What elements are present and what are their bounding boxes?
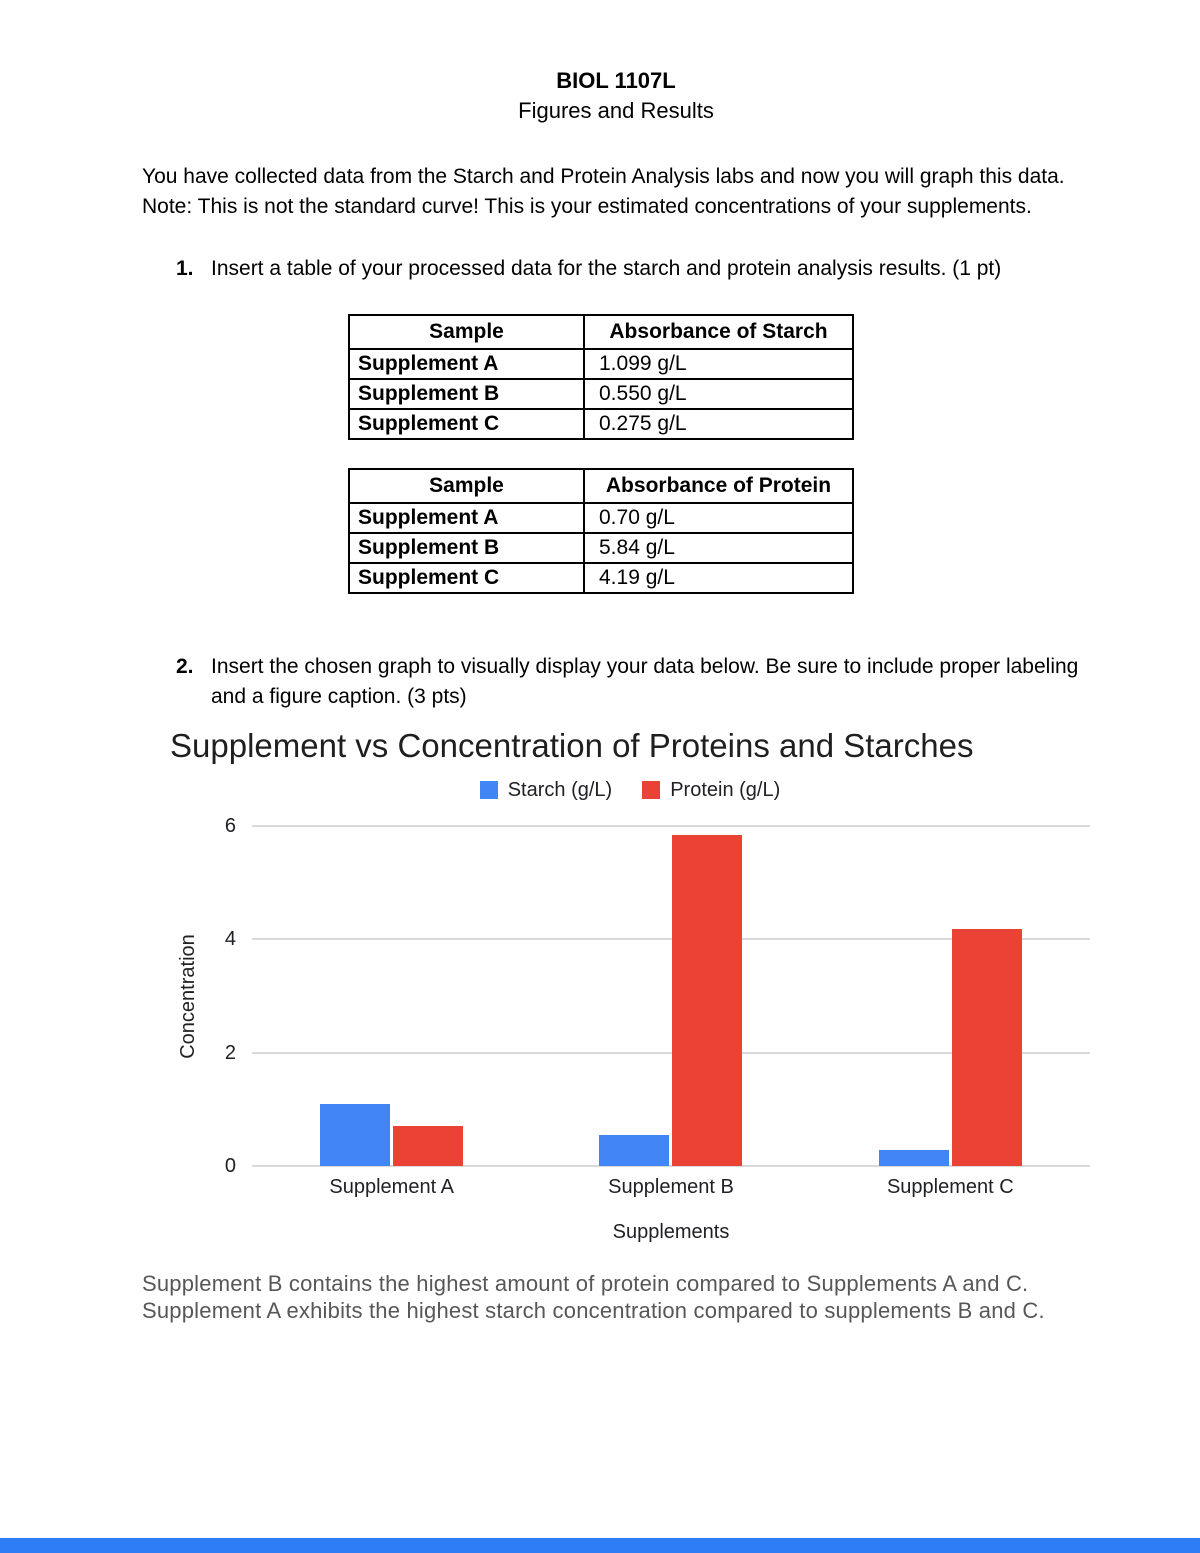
table-row: Supplement A 1.099 g/L <box>348 348 854 380</box>
x-tick-label: Supplement B <box>608 1176 734 1198</box>
table-cell: 0.275 g/L <box>583 408 854 440</box>
y-tick-label: 4 <box>224 928 236 951</box>
y-tick-label: 0 <box>224 1155 236 1177</box>
bar-starch-g-l-supplement-b <box>599 1134 670 1166</box>
gridline <box>252 825 1090 827</box>
table-row: Supplement B 5.84 g/L <box>348 532 854 564</box>
bar-group-supplement-b <box>531 826 810 1166</box>
chart-title: Supplement vs Concentration of Proteins … <box>170 727 974 764</box>
list-number-2: 2. <box>176 655 194 678</box>
bar-protein-g-l-supplement-c <box>951 928 1022 1166</box>
bar-group-supplement-c <box>811 826 1090 1166</box>
table-cell: 4.19 g/L <box>583 562 854 594</box>
table-row: Supplement B 0.550 g/L <box>348 378 854 410</box>
legend-label: Protein (g/L) <box>670 778 781 801</box>
chart-body: Concentration 0 2 4 6 <box>170 815 1090 1177</box>
document-content: BIOL 1107L Figures and Results You have … <box>142 68 1090 1323</box>
list-number-1: 1. <box>176 257 194 280</box>
plot-area <box>252 825 1090 1167</box>
table-cell: 1.099 g/L <box>583 348 854 380</box>
y-tick-label: 2 <box>224 1041 236 1064</box>
intro-paragraph: You have collected data from the Starch … <box>142 165 1065 218</box>
legend-item-starch-g-l: Starch (g/L) <box>479 778 613 801</box>
legend-label: Starch (g/L) <box>507 778 613 801</box>
table-row: Supplement C 0.275 g/L <box>348 408 854 440</box>
y-tick-label: 6 <box>224 815 236 837</box>
legend-item-protein-g-l: Protein (g/L) <box>642 778 781 801</box>
table-row: Supplement A 0.70 g/L <box>348 502 854 534</box>
figure-caption: Supplement B contains the highest amount… <box>142 1271 1045 1323</box>
table-cell: Supplement A <box>348 502 585 534</box>
table-header-row: Sample Absorbance of Protein <box>348 468 854 504</box>
list-item-2-text: Insert the chosen graph to visually disp… <box>211 655 1079 708</box>
table-cell: 0.550 g/L <box>583 378 854 410</box>
table-cell: Supplement B <box>348 378 585 410</box>
list-item-1: 1. Insert a table of your processed data… <box>142 254 1090 284</box>
table-cell: Supplement C <box>348 562 585 594</box>
bar-starch-g-l-supplement-c <box>878 1150 949 1166</box>
doc-title: BIOL 1107L <box>556 68 676 93</box>
table-header-cell: Absorbance of Protein <box>583 468 854 504</box>
y-axis-title-text: Concentration <box>176 933 199 1059</box>
table-header-cell: Sample <box>348 314 585 350</box>
legend-swatch-icon <box>642 781 661 799</box>
doc-subtitle: Figures and Results <box>518 98 714 123</box>
starch-table: Sample Absorbance of Starch Supplement A 1.… <box>348 314 854 440</box>
legend-swatch-icon <box>479 781 498 799</box>
table-header-row: Sample Absorbance of Starch <box>348 314 854 350</box>
table-header-cell: Absorbance of Starch <box>583 314 854 350</box>
gridline <box>252 1051 1090 1054</box>
table-cell: 0.70 g/L <box>583 502 854 534</box>
gridline <box>252 938 1090 941</box>
table-header-cell: Sample <box>348 468 585 504</box>
y-axis-title: Concentration <box>170 826 206 1166</box>
y-axis-ticks: 0 2 4 6 <box>206 815 236 1177</box>
table-cell: Supplement C <box>348 408 585 440</box>
table-row: Supplement C 4.19 g/L <box>348 562 854 594</box>
table-cell: Supplement A <box>348 348 585 380</box>
table-cell: 5.84 g/L <box>583 532 854 564</box>
x-tick-label: Supplement A <box>329 1176 454 1198</box>
bar-protein-g-l-supplement-a <box>393 1126 464 1166</box>
x-axis-ticks: Supplement A Supplement B Supplement C <box>252 1176 1090 1199</box>
list-item-2: 2. Insert the chosen graph to visually d… <box>142 652 1090 712</box>
viewer-bottom-bar <box>0 1538 1200 1553</box>
chart-legend: Starch (g/L) Protein (g/L) <box>170 778 1090 801</box>
gridline <box>252 1165 1090 1167</box>
table-cell: Supplement B <box>348 532 585 564</box>
list-item-1-text: Insert a table of your processed data fo… <box>211 257 1002 280</box>
bar-group-supplement-a <box>252 826 531 1166</box>
bar-protein-g-l-supplement-b <box>672 835 743 1166</box>
bar-chart: Supplement vs Concentration of Proteins … <box>170 726 1090 1244</box>
bar-starch-g-l-supplement-a <box>320 1103 391 1166</box>
x-tick-label: Supplement C <box>886 1176 1014 1198</box>
x-axis-title: Supplements <box>612 1221 730 1243</box>
